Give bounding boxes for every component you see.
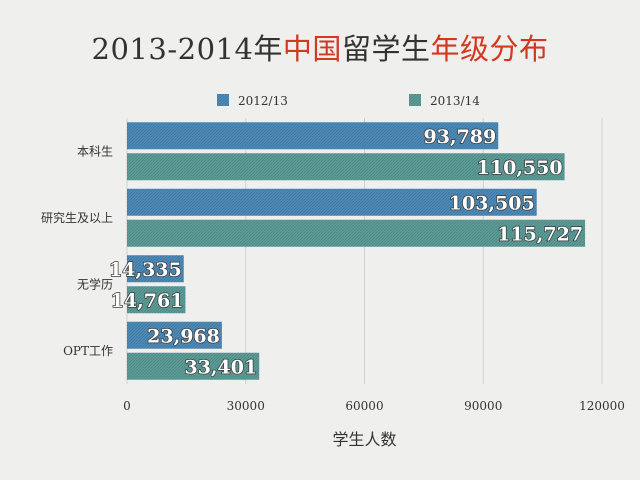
x-axis-ticks: 0 30000 60000 90000 120000: [123, 399, 625, 413]
value-label-2-0: 14,335: [109, 259, 182, 281]
legend-swatch-1: [409, 94, 421, 106]
value-label-3-0: 23,968: [147, 325, 220, 347]
x-tick-label-3: 90000: [464, 399, 502, 413]
bar-2-0: [127, 255, 184, 283]
bar-2-1: [127, 286, 186, 314]
title-part-1: 2013-2014年: [91, 32, 283, 66]
x-tick-label-0: 0: [123, 399, 131, 413]
x-axis-label: 学生人数: [332, 430, 396, 449]
x-tick-label-4: 120000: [579, 399, 625, 413]
legend-swatch-0: [217, 94, 229, 106]
value-label-1-1: 115,727: [497, 223, 583, 245]
bar-0-0: [127, 122, 499, 150]
value-label-2-1: 14,761: [111, 290, 184, 312]
title-part-3: 留学生: [341, 32, 431, 66]
title-part-2: 中国: [282, 32, 342, 66]
bar-1-1: [127, 219, 586, 247]
value-label-0-1: 110,550: [477, 157, 563, 179]
title-part-4: 年级分布: [430, 32, 549, 66]
bar-0-1: [127, 153, 565, 181]
bar-3-0: [127, 321, 222, 349]
category-label-1: 研究生及以上: [41, 210, 113, 225]
bars: 93,789 110,550 103,505 115,727 14,335 14,761 2…: [108, 122, 586, 380]
value-label-1-0: 103,505: [449, 192, 535, 214]
legend: 2012/13 2013/14: [217, 94, 480, 108]
category-label-3: OPT工作: [63, 344, 113, 358]
bar-1-0: [127, 188, 537, 216]
chart-title: 2013-2014年中国留学生年级分布: [0, 26, 640, 68]
x-tick-label-1: 30000: [227, 399, 265, 413]
x-tick-label-2: 60000: [345, 399, 383, 413]
bar-3-1: [127, 352, 260, 380]
category-label-2: 无学历: [77, 276, 113, 291]
legend-label-0: 2012/13: [238, 94, 288, 108]
category-label-0: 本科生: [77, 144, 113, 158]
value-label-3-1: 33,401: [184, 356, 257, 378]
value-label-0-0: 93,789: [424, 126, 497, 148]
legend-label-1: 2013/14: [430, 94, 480, 108]
